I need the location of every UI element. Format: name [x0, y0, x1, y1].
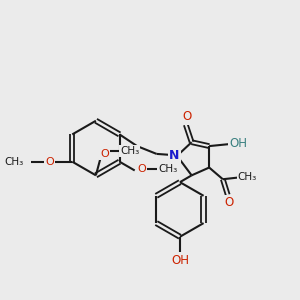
Text: O: O: [46, 157, 54, 167]
Text: CH₃: CH₃: [4, 157, 23, 167]
Text: OH: OH: [171, 254, 189, 267]
Text: O: O: [182, 110, 191, 123]
Text: O: O: [100, 148, 109, 158]
Text: N: N: [169, 149, 179, 162]
Text: CH₃: CH₃: [238, 172, 257, 182]
Text: OH: OH: [230, 137, 247, 150]
Text: O: O: [137, 164, 146, 175]
Text: CH₃: CH₃: [120, 146, 139, 156]
Text: CH₃: CH₃: [158, 164, 178, 175]
Text: O: O: [224, 196, 233, 209]
